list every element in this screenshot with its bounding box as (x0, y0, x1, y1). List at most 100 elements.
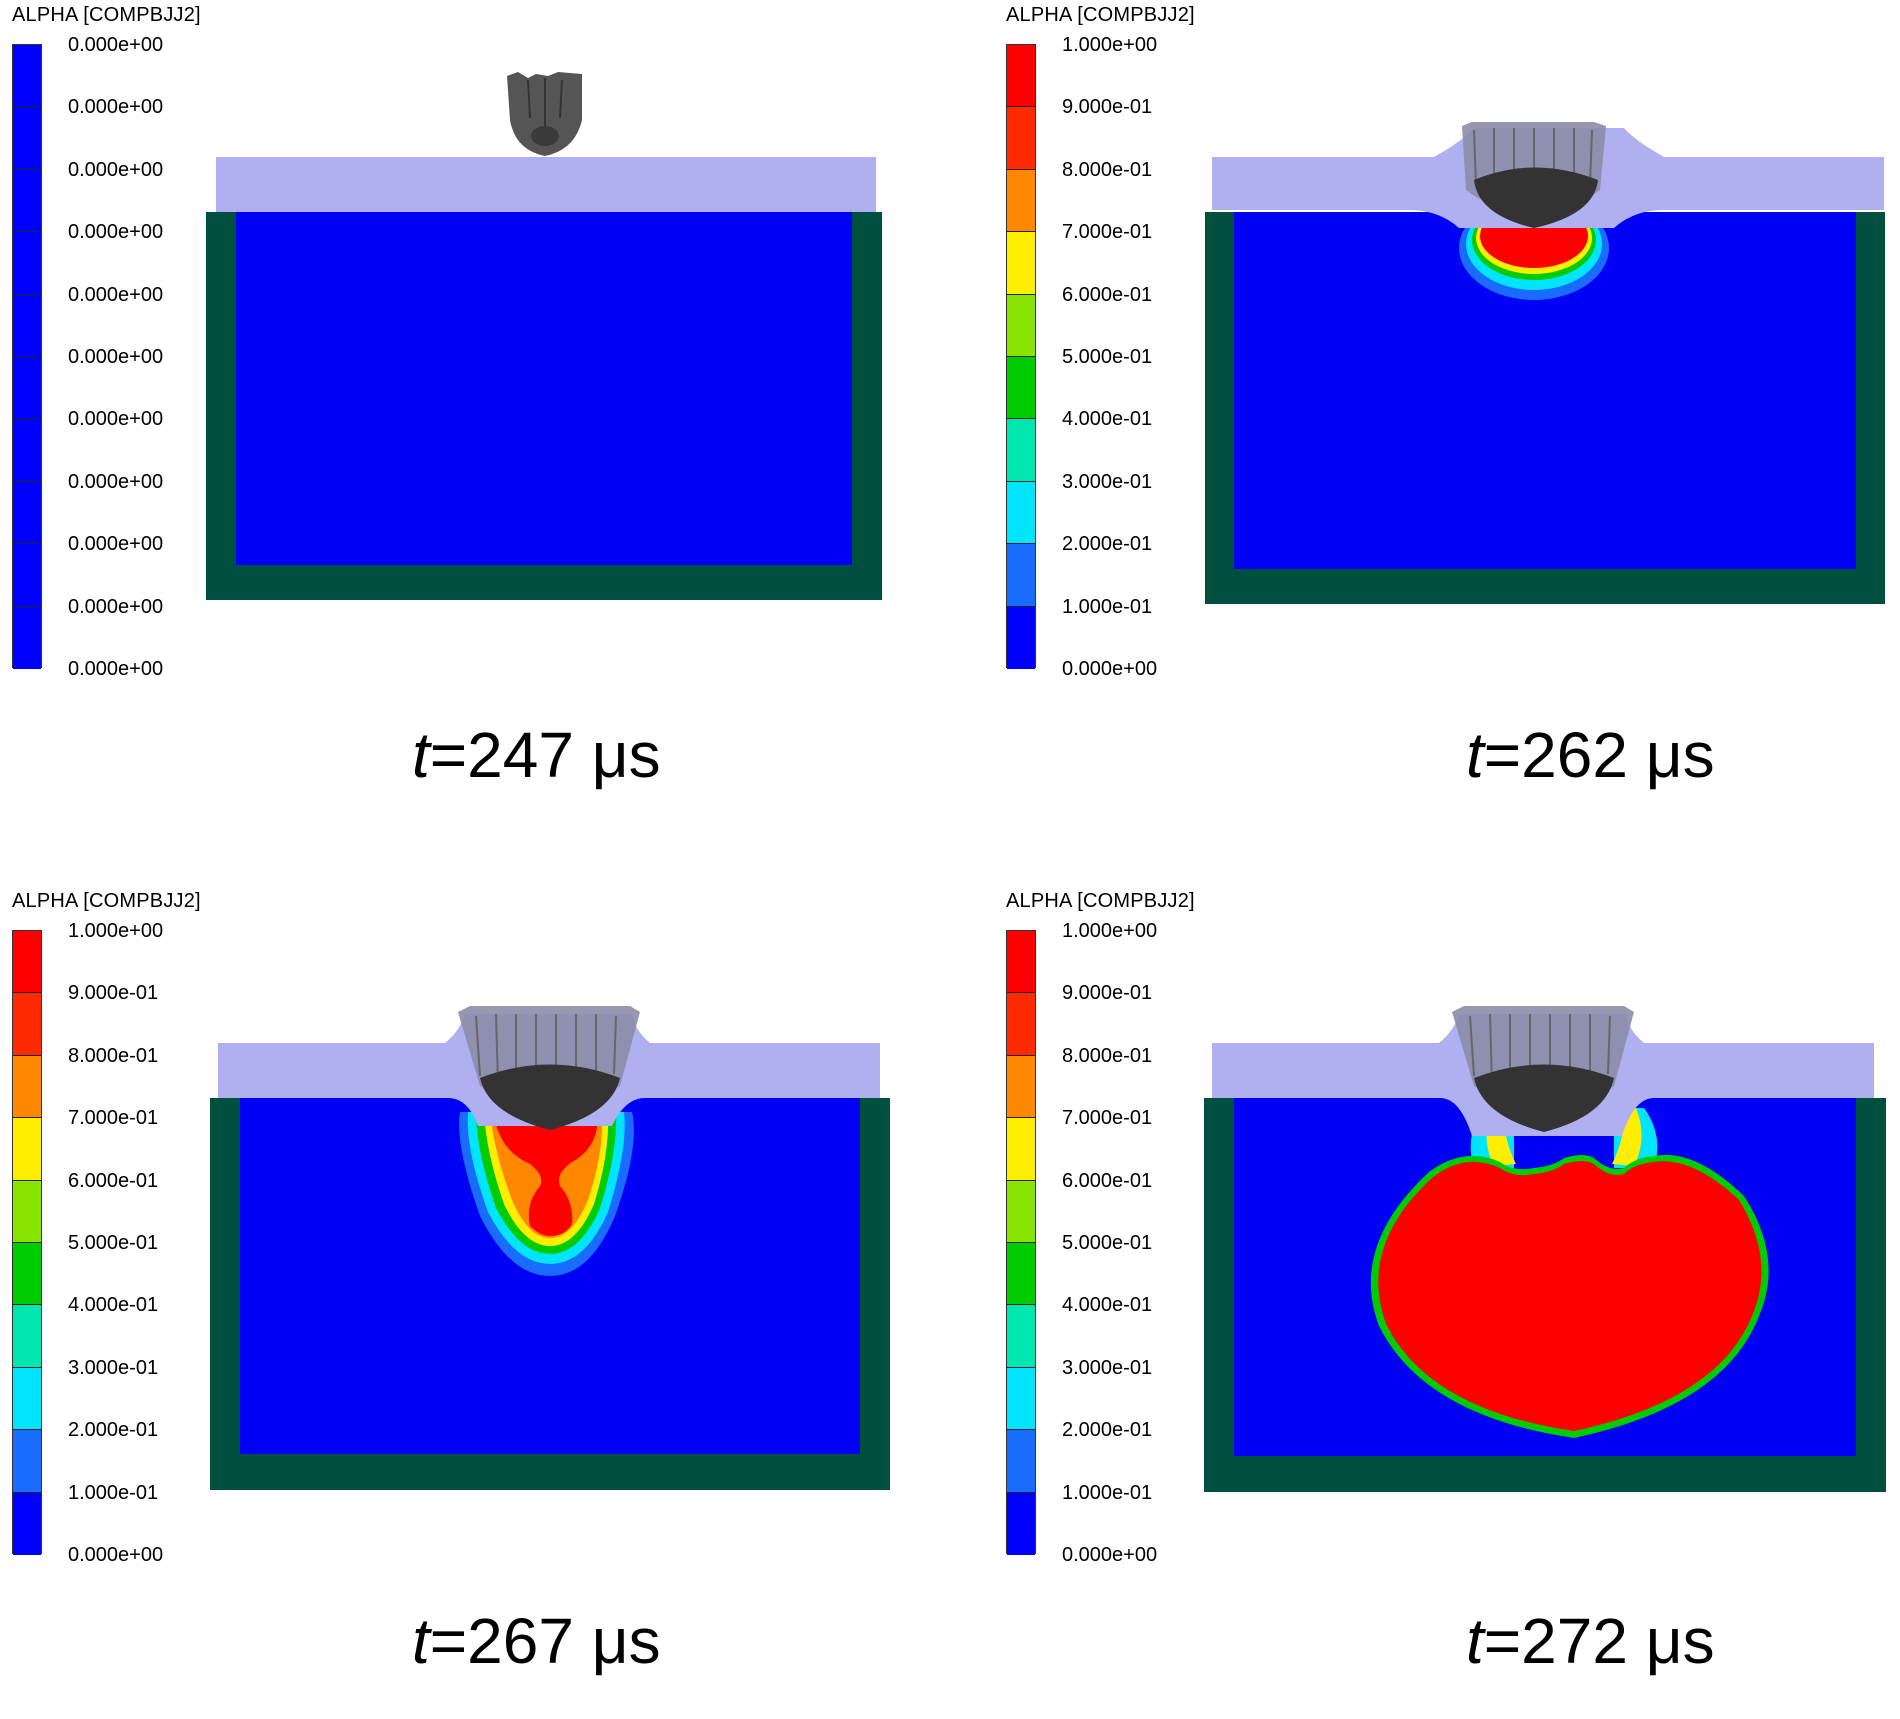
legend-value: 0.000e+00 (68, 158, 164, 181)
legend-value: 3.000e-01 (1062, 470, 1153, 493)
legend-swatch (13, 544, 41, 607)
simulation-view (206, 72, 882, 600)
legend-value: 9.000e-01 (1062, 96, 1153, 119)
legend-value: 2.000e-01 (68, 1419, 159, 1442)
legend-value: 0.000e+00 (68, 408, 164, 431)
legend-swatch (13, 931, 41, 994)
projectile (458, 1006, 640, 1130)
legend-value: 8.000e-01 (1062, 1044, 1153, 1067)
cavity-contour (459, 1112, 634, 1276)
panel-t267: ALPHA [COMPBJJ2] 1.000e+00 9.000e-01 8.000… (0, 886, 950, 1719)
legend-value: 1.000e-01 (1062, 595, 1153, 618)
legend-swatch (1007, 356, 1035, 420)
legend-swatch (1007, 1367, 1035, 1431)
legend-value: 0.000e+00 (68, 34, 164, 56)
time-label: t=267 μs (412, 1605, 661, 1677)
legend-value: 7.000e-01 (1062, 1107, 1153, 1130)
legend-swatch (13, 45, 41, 108)
legend-swatch (13, 1492, 41, 1555)
legend-value: 4.000e-01 (1062, 408, 1153, 431)
legend-value: 5.000e-01 (68, 1232, 159, 1254)
legend-colorbar (12, 44, 42, 669)
legend-swatch (13, 1055, 41, 1119)
legend-value: 5.000e-01 (1062, 1232, 1153, 1254)
projectile (1462, 122, 1606, 228)
legend-swatch (1007, 232, 1035, 295)
legend-swatch (1007, 1118, 1035, 1181)
panel-t272: ALPHA [COMPBJJ2] 1.000e+00 9.000e-01 8.000… (994, 886, 1900, 1719)
legend-value: 1.000e+00 (1062, 34, 1158, 56)
legend-value: 8.000e-01 (68, 1044, 159, 1067)
legend-swatch (1007, 294, 1035, 357)
legend-value: 4.000e-01 (1062, 1294, 1153, 1317)
legend-title: ALPHA [COMPBJJ2] (12, 4, 201, 26)
simulation-view (1205, 122, 1885, 604)
legend-value: 3.000e-01 (1062, 1356, 1153, 1379)
legend-swatch (13, 481, 41, 545)
legend-value: 1.000e-01 (1062, 1481, 1153, 1504)
legend-swatch (13, 294, 41, 357)
legend-colorbar (12, 930, 42, 1555)
legend-value: 7.000e-01 (68, 1107, 159, 1130)
legend-value: 1.000e-01 (68, 1481, 159, 1504)
legend-swatch (13, 419, 41, 482)
legend-value: 0.000e+00 (68, 283, 164, 306)
legend-swatch (13, 993, 41, 1056)
simulation-view (1204, 1006, 1886, 1492)
panel-t247: ALPHA [COMPBJJ2] 0.000e+00 0.000e+00 0.000… (0, 0, 950, 833)
legend-value: 7.000e-01 (1062, 221, 1153, 244)
legend-swatch (1007, 419, 1035, 482)
legend-value: 2.000e-01 (1062, 533, 1153, 556)
legend-swatch (13, 1305, 41, 1368)
simulation-view (210, 1006, 890, 1490)
panel-t262: ALPHA [COMPBJJ2] 1.000e+00 9.000e-01 8.000… (994, 0, 1900, 833)
legend-value: 0.000e+00 (68, 96, 164, 119)
time-label: t=272 μs (1466, 1605, 1715, 1677)
legend-value: 0.000e+00 (1062, 1544, 1158, 1566)
plate-layer (216, 157, 876, 212)
legend-value: 0.000e+00 (68, 1544, 164, 1566)
legend-swatch (13, 356, 41, 420)
legend-value: 5.000e-01 (1062, 346, 1153, 368)
legend-swatch (13, 606, 41, 669)
legend-value: 6.000e-01 (1062, 283, 1153, 306)
legend-colorbar (1006, 930, 1036, 1555)
legend-value: 1.000e+00 (1062, 920, 1158, 942)
legend-swatch (1007, 931, 1035, 994)
legend-value: 6.000e-01 (1062, 1169, 1153, 1192)
legend-value: 1.000e+00 (68, 920, 164, 942)
legend-value: 6.000e-01 (68, 1169, 159, 1192)
legend-value: 0.000e+00 (68, 470, 164, 493)
legend-swatch (13, 169, 41, 233)
legend-title: ALPHA [COMPBJJ2] (1006, 890, 1195, 912)
legend-swatch (1007, 1055, 1035, 1119)
legend-value: 9.000e-01 (68, 982, 159, 1005)
legend-value: 4.000e-01 (68, 1294, 159, 1317)
projectile (507, 72, 582, 156)
legend-swatch (1007, 169, 1035, 233)
legend-swatch (13, 1242, 41, 1306)
legend-title: ALPHA [COMPBJJ2] (12, 890, 201, 912)
fluid-region (236, 212, 852, 565)
legend-swatch (1007, 606, 1035, 669)
legend-swatch (13, 1180, 41, 1243)
legend-value: 2.000e-01 (1062, 1419, 1153, 1442)
legend-swatch (13, 232, 41, 295)
legend-swatch (1007, 1305, 1035, 1368)
legend-value: 0.000e+00 (68, 658, 164, 680)
time-label: t=262 μs (1466, 719, 1715, 791)
legend-swatch (1007, 45, 1035, 108)
projectile (1452, 1006, 1634, 1132)
legend-value: 0.000e+00 (68, 533, 164, 556)
legend-swatch (1007, 1430, 1035, 1493)
legend-swatch (13, 107, 41, 170)
legend-swatch (13, 1430, 41, 1493)
legend-swatch (1007, 107, 1035, 170)
legend-swatch (13, 1118, 41, 1181)
legend-value: 9.000e-01 (1062, 982, 1153, 1005)
legend-value: 0.000e+00 (68, 221, 164, 244)
time-label: t=247 μs (412, 719, 661, 791)
legend-value: 0.000e+00 (1062, 658, 1158, 680)
legend-swatch (1007, 993, 1035, 1056)
legend-swatch (1007, 1180, 1035, 1243)
